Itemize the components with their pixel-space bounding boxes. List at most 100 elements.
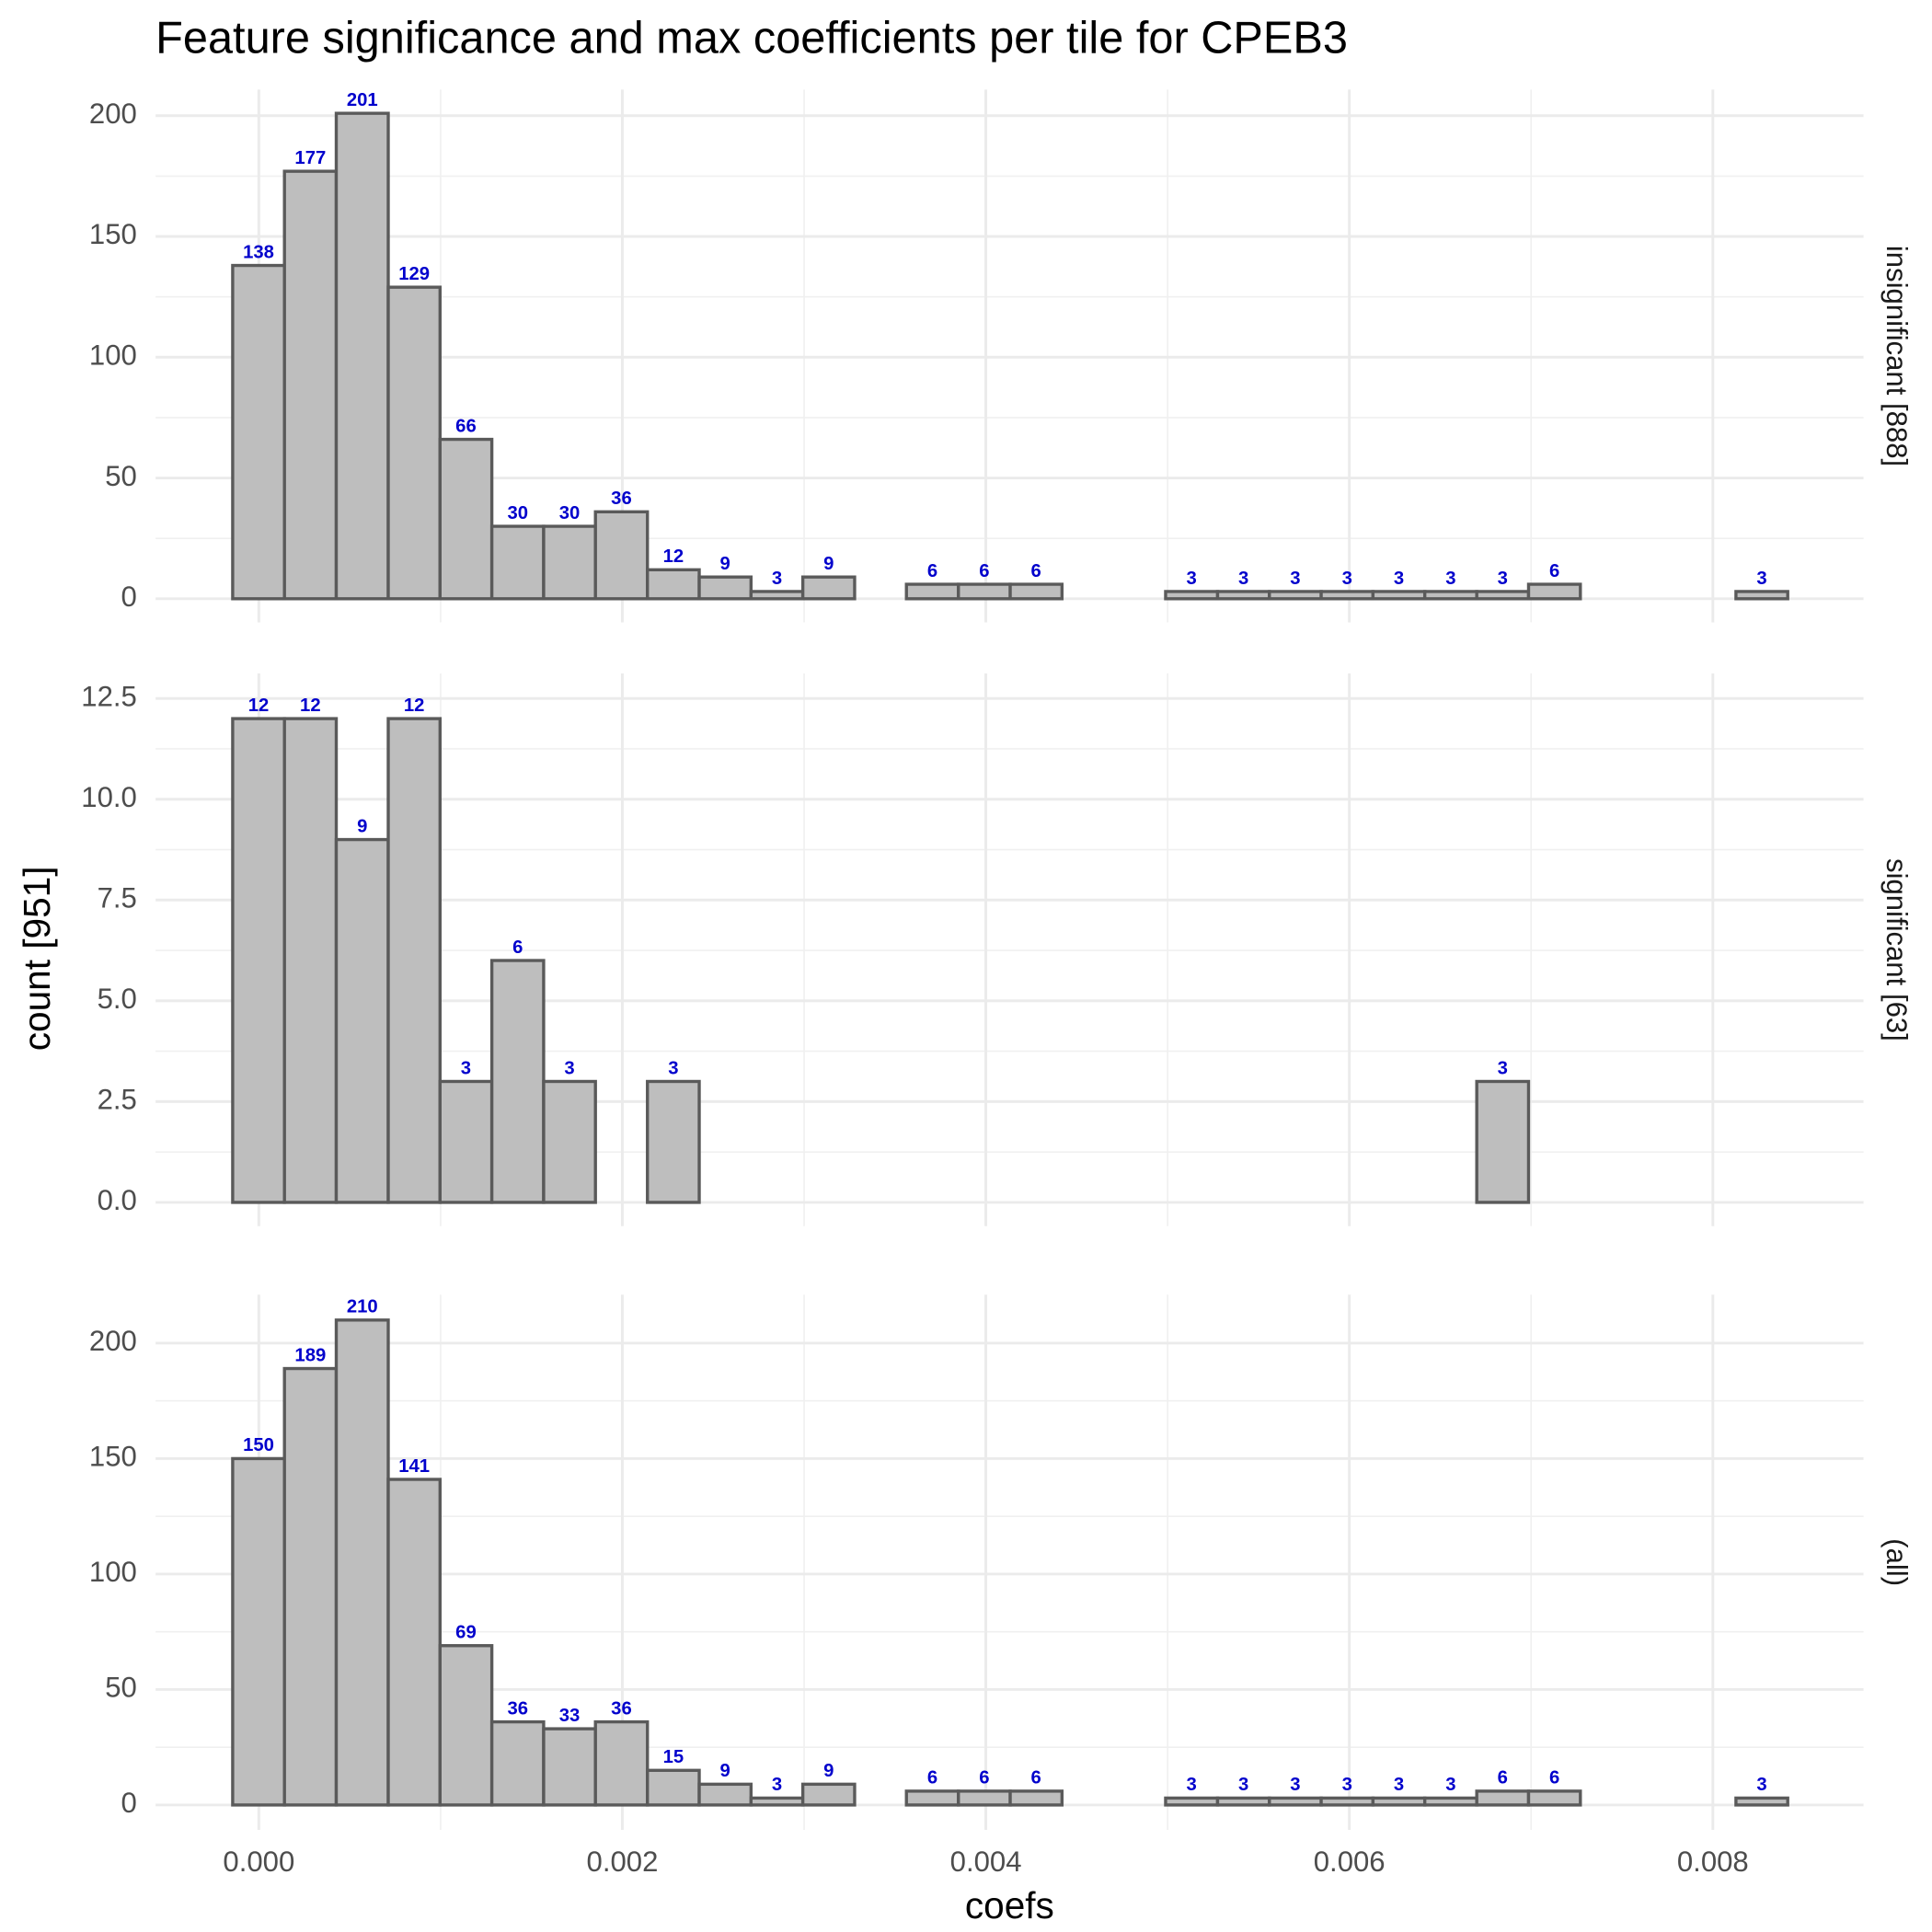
y-tick-label: 150 — [89, 218, 137, 250]
value-label: 3 — [772, 569, 782, 589]
bar — [1008, 582, 1064, 601]
x-axis-label: coefs — [965, 1884, 1054, 1926]
value-label: 6 — [1549, 561, 1559, 581]
bar — [1475, 1789, 1531, 1807]
bar — [489, 959, 546, 1204]
y-tick-label: 12.5 — [81, 680, 137, 712]
facet-label: significant [63] — [1880, 858, 1913, 1041]
value-label: 36 — [507, 1698, 528, 1719]
bar — [1422, 590, 1478, 601]
bar — [1268, 590, 1323, 601]
bar — [749, 590, 805, 601]
value-label: 6 — [927, 1768, 937, 1788]
bar — [646, 568, 701, 601]
y-tick-label: 0.0 — [98, 1184, 137, 1216]
y-tick-label: 50 — [105, 1672, 137, 1704]
value-label: 3 — [1342, 569, 1352, 589]
value-label: 6 — [1549, 1768, 1559, 1788]
value-label: 189 — [294, 1345, 326, 1365]
value-label: 3 — [1394, 1775, 1404, 1795]
bar — [282, 169, 339, 601]
value-label: 3 — [1756, 569, 1766, 589]
value-label: 66 — [455, 416, 477, 436]
value-label: 6 — [1031, 561, 1041, 581]
bar — [386, 717, 443, 1204]
bar — [904, 1789, 960, 1807]
bar — [646, 1768, 701, 1807]
bar — [1008, 1789, 1064, 1807]
y-tick-label: 150 — [89, 1441, 137, 1473]
value-label: 15 — [663, 1747, 684, 1767]
bar — [282, 717, 339, 1204]
facet-label: insignificant [888] — [1880, 246, 1913, 466]
y-tick-label: 100 — [89, 339, 137, 372]
value-label: 30 — [559, 503, 581, 523]
bar — [489, 524, 546, 601]
bar — [1734, 1796, 1789, 1807]
y-tick-label: 5.0 — [98, 983, 137, 1015]
value-label: 12 — [248, 696, 270, 716]
y-tick-label: 50 — [105, 460, 137, 492]
value-label: 3 — [1445, 569, 1455, 589]
value-label: 3 — [668, 1058, 678, 1078]
y-axis-label: count [951] — [16, 866, 58, 1051]
bar — [282, 1366, 339, 1807]
bar — [800, 575, 857, 601]
value-label: 3 — [1290, 569, 1300, 589]
bar — [542, 524, 597, 601]
bar — [1215, 590, 1271, 601]
bar — [1268, 1796, 1323, 1807]
y-tick-label: 200 — [89, 98, 137, 130]
value-label: 3 — [1290, 1775, 1300, 1795]
value-label: 6 — [927, 561, 937, 581]
bar — [334, 837, 390, 1204]
bar — [697, 575, 753, 601]
y-tick-label: 7.5 — [98, 882, 137, 914]
y-tick-label: 100 — [89, 1556, 137, 1588]
bar — [438, 1644, 494, 1807]
value-label: 9 — [823, 554, 834, 574]
value-label: 6 — [979, 561, 989, 581]
y-tick-label: 0 — [121, 581, 137, 613]
x-tick-label: 0.004 — [950, 1846, 1022, 1878]
y-tick-label: 200 — [89, 1325, 137, 1357]
bar — [1319, 1796, 1375, 1807]
bar — [646, 1079, 701, 1204]
value-label: 6 — [1031, 1768, 1041, 1788]
value-label: 3 — [1498, 1058, 1508, 1078]
bar — [800, 1782, 857, 1807]
bar — [231, 1456, 286, 1807]
value-label: 210 — [347, 1297, 378, 1317]
value-label: 6 — [979, 1768, 989, 1788]
x-tick-label: 0.000 — [223, 1846, 294, 1878]
bar — [334, 1318, 390, 1807]
bar — [542, 1727, 597, 1807]
bar — [1371, 1796, 1427, 1807]
value-label: 9 — [720, 1761, 730, 1781]
value-label: 3 — [1238, 569, 1248, 589]
bar — [489, 1719, 546, 1807]
value-label: 3 — [1756, 1775, 1766, 1795]
value-label: 3 — [461, 1058, 471, 1078]
value-label: 3 — [1187, 1775, 1197, 1795]
bar — [697, 1782, 753, 1807]
bar — [386, 285, 443, 601]
bar — [1164, 1796, 1220, 1807]
bar — [1319, 590, 1375, 601]
bar — [957, 582, 1012, 601]
value-label: 12 — [300, 696, 321, 716]
y-tick-label: 10.0 — [81, 781, 137, 813]
bar — [438, 1079, 494, 1204]
value-label: 30 — [507, 503, 528, 523]
value-label: 177 — [294, 148, 326, 168]
value-label: 3 — [1342, 1775, 1352, 1795]
value-label: 36 — [611, 1698, 632, 1719]
value-label: 9 — [823, 1761, 834, 1781]
bar — [957, 1789, 1012, 1807]
value-label: 3 — [772, 1775, 782, 1795]
value-label: 3 — [1187, 569, 1197, 589]
value-label: 33 — [559, 1706, 581, 1726]
x-tick-label: 0.002 — [587, 1846, 659, 1878]
bar — [231, 263, 286, 601]
y-tick-label: 2.5 — [98, 1084, 137, 1116]
